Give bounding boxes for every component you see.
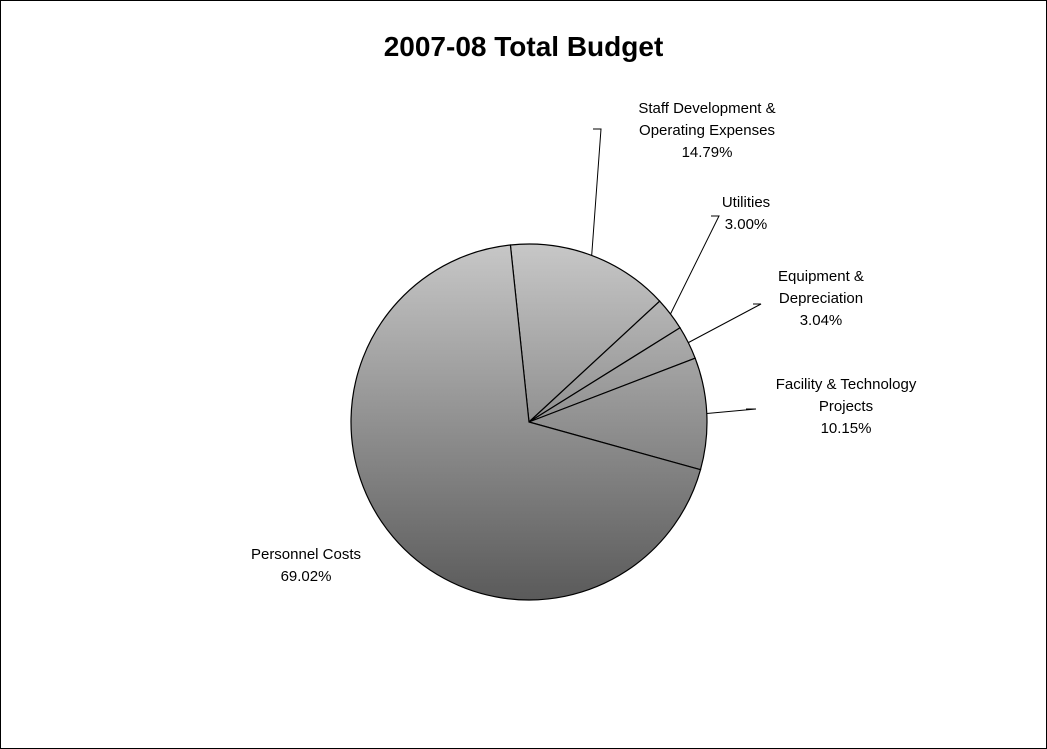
slice-label-4: Facility & Technology Projects 10.15% [776, 376, 917, 437]
slice-label-5: Personnel Costs 69.02% [251, 546, 361, 585]
pie-slice-5 [350, 244, 702, 601]
leader-line-3 [688, 303, 762, 344]
pie-slice-4 [527, 357, 708, 471]
leader-line-1 [591, 128, 602, 256]
chart-title: 2007-08 Total Budget [383, 31, 664, 62]
pie-slice-1 [509, 243, 661, 424]
slice-label-2: Utilities 3.00% [722, 194, 770, 233]
leader-line-4 [706, 408, 757, 414]
slice-label-1: Staff Development & Operating Expenses 14.… [638, 100, 775, 161]
slice-label-3: Equipment & Depreciation 3.04% [778, 268, 864, 329]
leader-line-2 [670, 215, 720, 315]
